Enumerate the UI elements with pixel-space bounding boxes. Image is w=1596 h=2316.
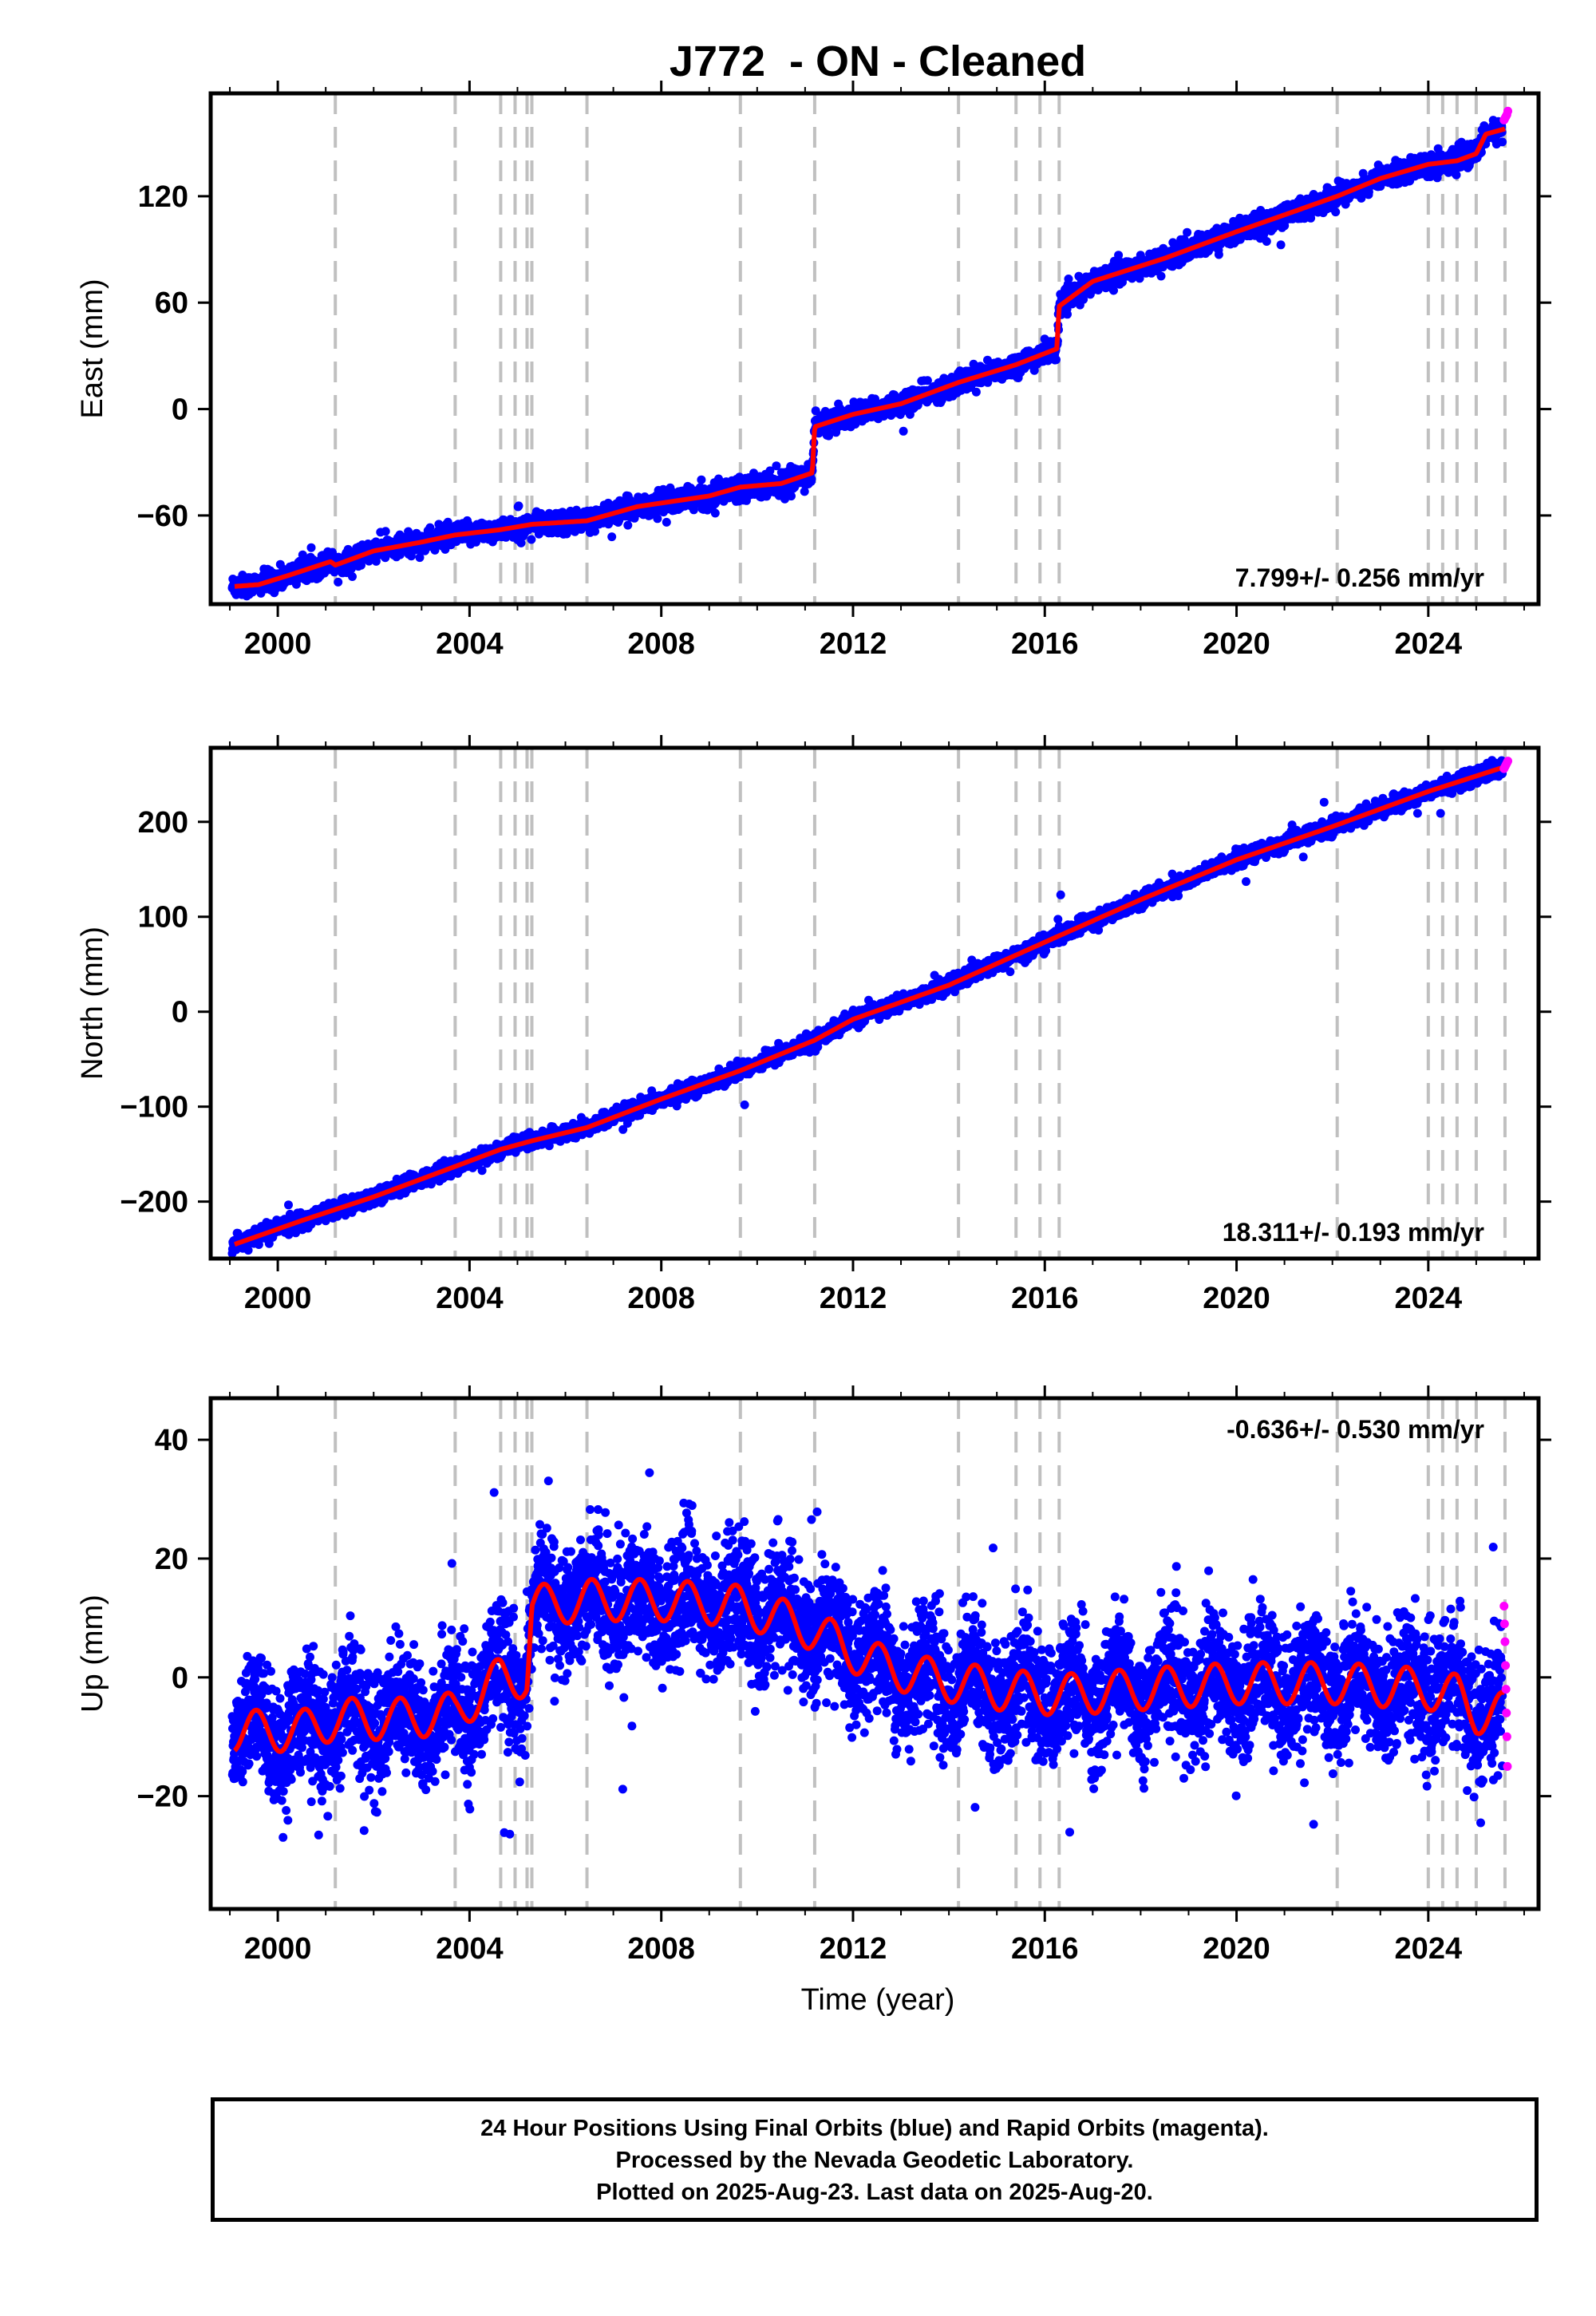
x-tick-label: 2008 [627,627,695,661]
data-point [1331,207,1341,217]
data-point [527,535,536,544]
east-panel: 2000 2004 2008 2012 2016 2020 2024 −60 0 60 120 Eas… [76,81,1551,661]
x-tick-label: 2016 [1011,627,1079,661]
x-tick-label: 2024 [1395,627,1463,661]
x-tick-label: 2012 [820,627,887,661]
figure-title: J772 - ON - Cleaned [670,38,1086,85]
data-point [899,426,908,436]
data-point [1156,271,1166,281]
data-point [514,501,523,511]
x-tick-label: 2020 [1203,627,1270,661]
y-tick-label: 120 [138,180,188,214]
data-point [1452,170,1461,180]
data-point [623,520,633,530]
data-point [971,387,981,397]
data-point [1214,250,1223,259]
data-point [765,466,775,476]
data-point [284,1200,293,1210]
data-point [334,577,343,587]
data-point [430,545,440,555]
x-tick-label: 2004 [436,627,504,661]
data-point [381,527,390,536]
data-point [1052,355,1061,365]
data-point [1063,310,1072,319]
rapid-point [1503,106,1513,116]
data-point [357,560,365,570]
data-point [306,543,316,552]
east-rate-label: 7.799+/- 0.256 mm/yr [1235,563,1484,592]
data-point [787,492,796,501]
data-point [607,532,617,542]
y-tick-label: 60 [155,287,188,320]
data-point [1498,137,1507,147]
data-point [516,538,526,547]
east-y-axis-label: East (mm) [76,279,109,418]
y-tick-label: −60 [137,500,188,533]
data-point [415,553,425,563]
data-point [1262,237,1271,246]
data-point [348,572,357,581]
north-plot-area [227,748,1513,1259]
data-point [1276,240,1286,250]
north-panel: 2000 2004 2008 2012 2016 2020 2024−200−1000100… [76,735,1551,1315]
data-point [772,461,781,471]
data-point [425,523,435,532]
data-point [697,475,706,484]
east-plot-area [227,93,1513,604]
data-point [653,514,662,524]
east-rapid-orbit-points [1499,106,1513,124]
data-point [710,508,720,518]
y-tick-label: 0 [172,393,188,427]
x-tick-label: 2000 [244,627,312,661]
data-point [662,517,671,527]
data-point [1183,227,1192,237]
east-final-orbit-points [227,116,1507,601]
data-point [591,527,599,536]
